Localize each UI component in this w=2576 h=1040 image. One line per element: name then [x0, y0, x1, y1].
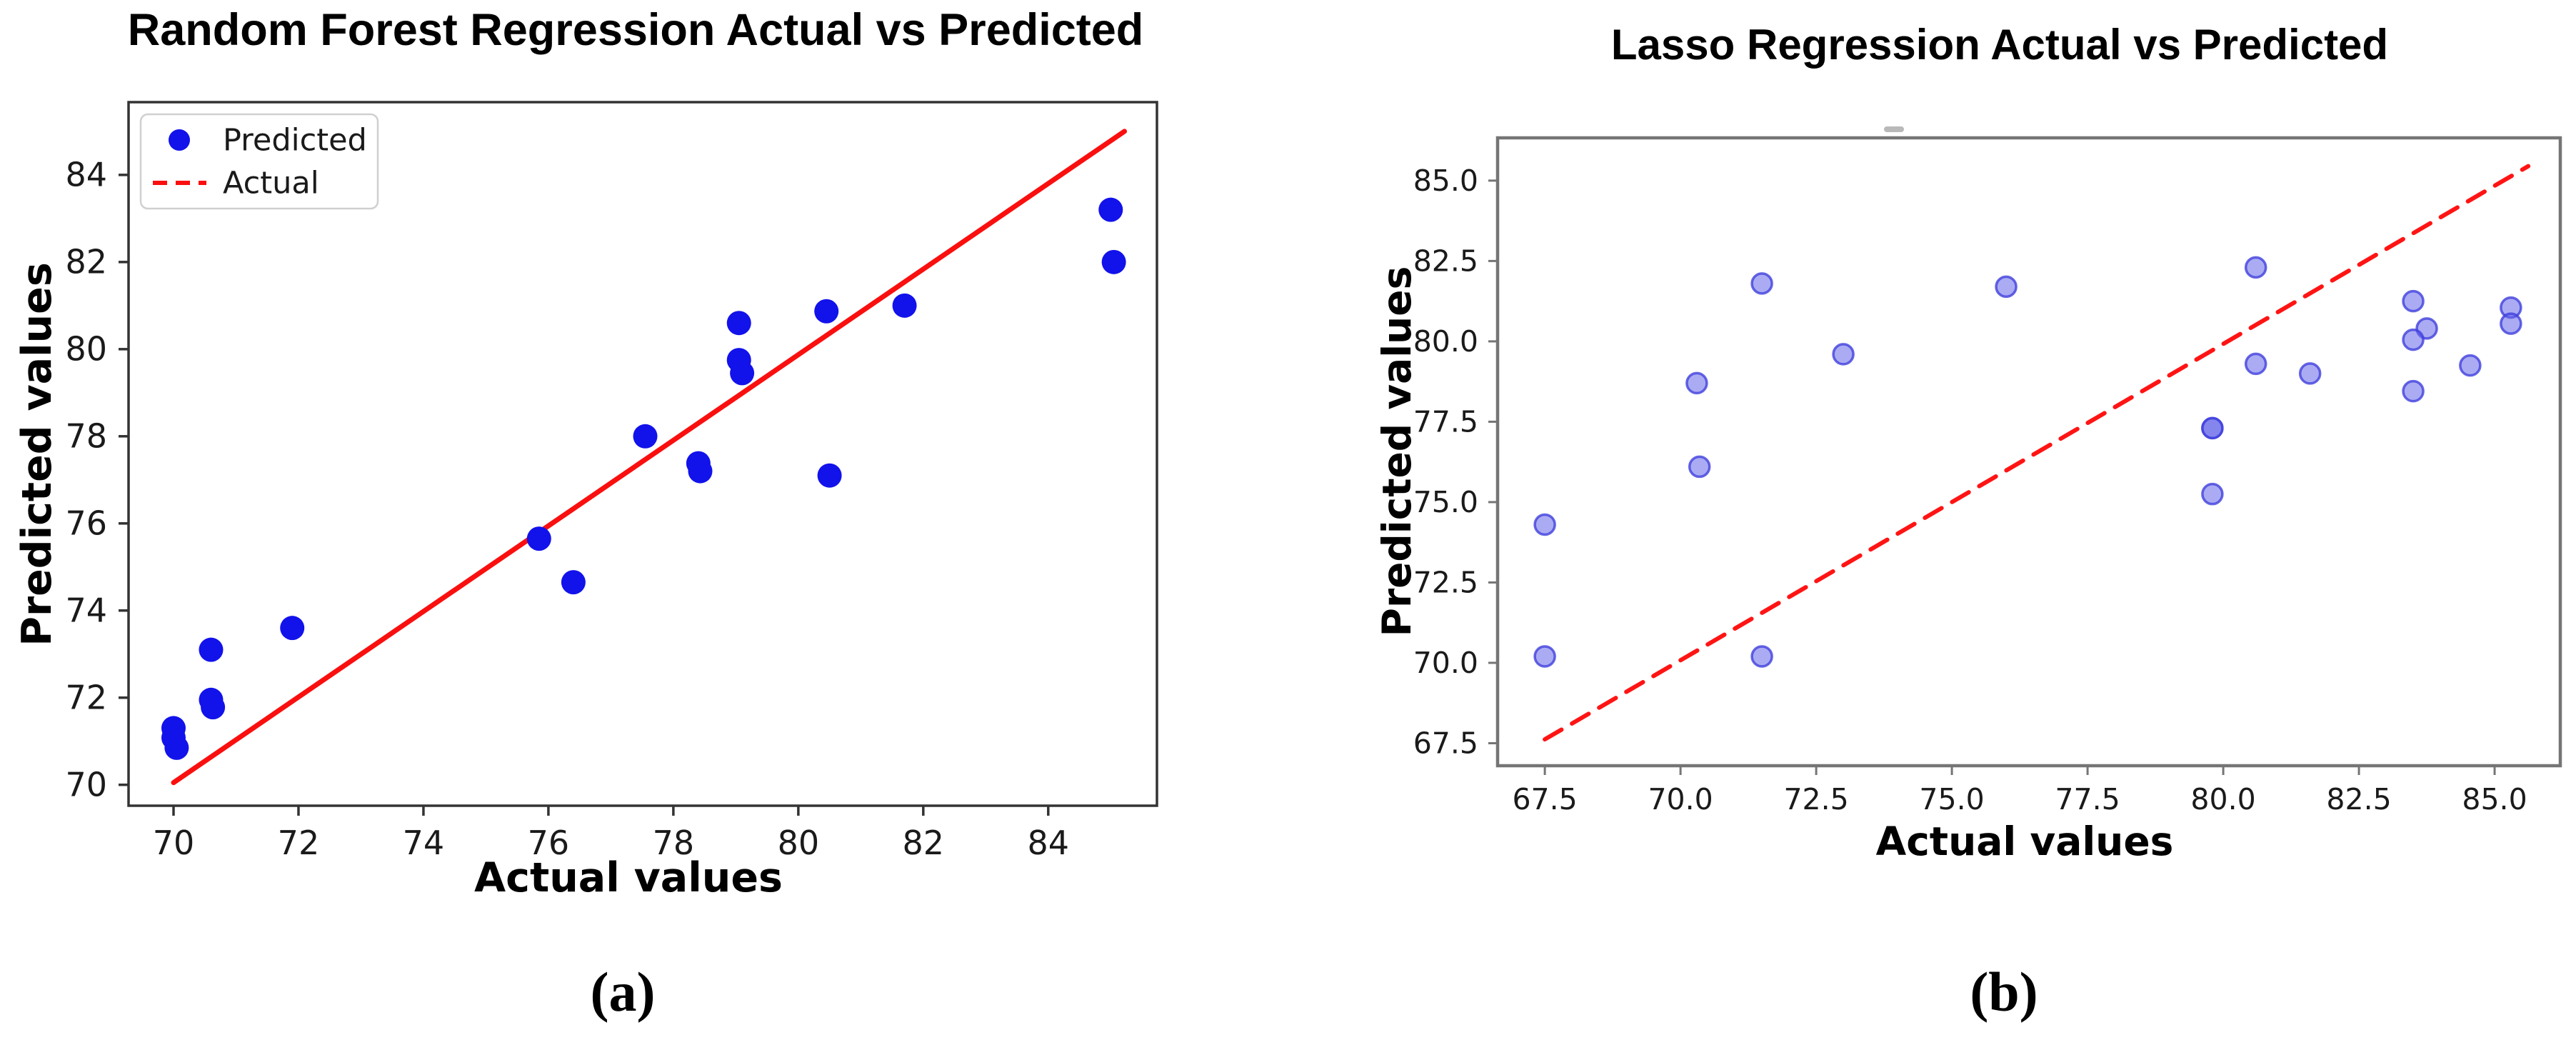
data-point — [688, 459, 713, 484]
x-tick-label: 82 — [903, 824, 945, 862]
data-point — [726, 311, 751, 336]
data-point — [199, 637, 224, 662]
x-tick-label: 70 — [153, 824, 195, 862]
chart-a-title: Random Forest Regression Actual vs Predi… — [127, 5, 1144, 55]
x-tick-label: 78 — [653, 824, 695, 862]
data-point — [892, 293, 917, 318]
data-point — [2459, 354, 2482, 377]
data-point — [1685, 371, 1708, 395]
y-tick-label: 70 — [65, 765, 107, 804]
data-point — [526, 526, 551, 551]
data-point — [280, 616, 305, 641]
y-tick-label: 82.5 — [1413, 244, 1478, 278]
y-tick-label: 70.0 — [1413, 646, 1478, 680]
chart-a-caption: (a) — [590, 961, 656, 1023]
data-point — [1533, 513, 1556, 536]
y-tick-label: 77.5 — [1413, 404, 1478, 439]
scan-artifact-speck — [1884, 126, 1904, 132]
data-point — [1995, 275, 2018, 299]
y-tick-label: 72.5 — [1413, 565, 1478, 599]
y-tick-label: 84 — [65, 155, 107, 194]
y-tick-label: 75.0 — [1413, 485, 1478, 519]
data-point — [2402, 379, 2425, 403]
data-point — [1101, 249, 1126, 274]
data-point — [814, 299, 839, 324]
chart-b-ylabel: Predicted values — [1374, 266, 1420, 637]
data-point — [2500, 312, 2522, 335]
chart-b-xlabel: Actual values — [1875, 819, 2174, 864]
legend-label: Actual — [223, 166, 319, 201]
identity-line — [171, 129, 1128, 786]
x-tick-label: 74 — [403, 824, 445, 862]
data-point — [1832, 343, 1855, 366]
data-point — [1533, 645, 1556, 668]
data-point — [2201, 416, 2224, 440]
y-tick-label: 85.0 — [1413, 164, 1478, 198]
x-tick-label: 70.0 — [1648, 782, 1713, 816]
chart-a-xlabel: Actual values — [474, 854, 783, 901]
chart-a-ylabel: Predicted values — [14, 262, 61, 646]
legend-label: Predicted — [223, 123, 367, 159]
y-tick-label: 80 — [65, 329, 107, 368]
chart-b-caption: (b) — [1970, 961, 2038, 1023]
data-point — [730, 361, 755, 386]
x-tick-label: 77.5 — [2055, 782, 2120, 816]
data-point — [1098, 197, 1123, 222]
x-tick-label: 80 — [778, 824, 820, 862]
y-tick-label: 80.0 — [1413, 324, 1478, 359]
data-point — [2201, 482, 2224, 506]
data-point — [201, 695, 226, 720]
plot-border — [127, 101, 1158, 807]
y-tick-label: 82 — [65, 242, 107, 281]
y-tick-label: 74 — [65, 591, 107, 629]
data-point — [561, 570, 586, 595]
x-tick-label: 82.5 — [2326, 782, 2391, 816]
data-point — [633, 424, 658, 449]
data-point — [164, 735, 189, 760]
plot-border — [1495, 136, 2562, 768]
identity-line — [1543, 164, 2531, 742]
x-tick-label: 80.0 — [2190, 782, 2255, 816]
x-tick-label: 72.5 — [1783, 782, 1848, 816]
y-tick-label: 78 — [65, 416, 107, 455]
data-point — [2402, 328, 2425, 351]
data-point — [1688, 455, 1711, 479]
x-tick-label: 72 — [278, 824, 320, 862]
y-tick-label: 67.5 — [1413, 726, 1478, 760]
data-point — [2298, 362, 2322, 385]
y-tick-label: 76 — [65, 504, 107, 542]
x-tick-label: 84 — [1028, 824, 1070, 862]
data-point — [2244, 352, 2267, 376]
data-point — [1750, 645, 1773, 668]
x-tick-label: 76 — [528, 824, 570, 862]
x-tick-label: 85.0 — [2462, 782, 2527, 816]
data-point — [817, 463, 842, 488]
chart-b-title: Lasso Regression Actual vs Predicted — [1610, 21, 2389, 69]
data-point — [1750, 272, 1773, 295]
data-point — [2244, 256, 2267, 279]
data-point — [2402, 289, 2425, 313]
legend-marker-dot — [169, 129, 190, 151]
x-tick-label: 67.5 — [1512, 782, 1577, 816]
x-tick-label: 75.0 — [1919, 782, 1984, 816]
y-tick-label: 72 — [65, 678, 107, 716]
